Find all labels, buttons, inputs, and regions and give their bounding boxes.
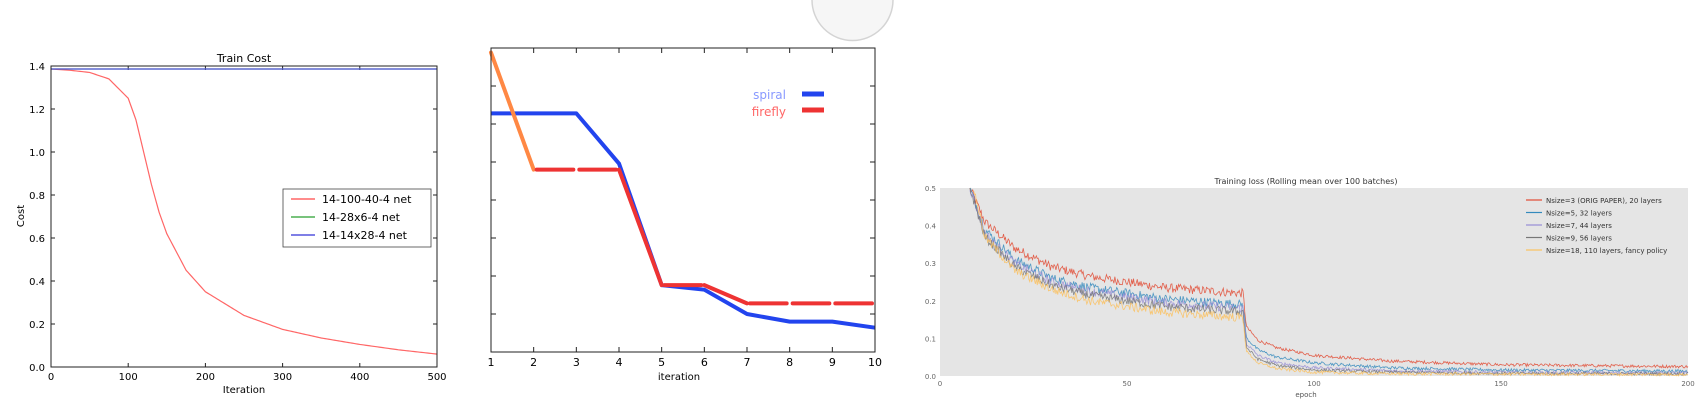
chart2-xtick-label: 7 [744, 356, 751, 369]
chart1-xtick-label: 200 [196, 372, 215, 383]
chart1-ylabel: Cost [16, 205, 27, 227]
legend-label-14-14x28-4: 14-14x28-4 net [322, 229, 408, 242]
chart3-xlabel: epoch [1295, 391, 1316, 399]
chart1-ytick-label: 1.0 [29, 148, 45, 159]
chart3-xtick-label: 0 [938, 380, 942, 388]
chart1-xtick-label: 0 [48, 372, 54, 383]
chart3-ytick-label: 0.3 [925, 260, 936, 268]
chart2-legend: spiral firefly [752, 88, 824, 119]
chart3-series-nsize-18-110-layers-fancy-policy [973, 190, 1689, 377]
chart2-xtick-label: 8 [786, 356, 793, 369]
chart3-ytick-label: 0.4 [925, 223, 937, 231]
chart1-xtick-label: 100 [119, 372, 138, 383]
chart3-ytick-label: 0.1 [925, 335, 936, 343]
chart3-legend: Nsize=3 (ORIG PAPER), 20 layers Nsize=5, … [1526, 197, 1667, 255]
chart3-xtick-label: 100 [1307, 380, 1320, 388]
chart1-xtick-label: 500 [427, 372, 446, 383]
chart2-series-firefly-segment [489, 50, 536, 172]
chart3-xtick-label: 200 [1681, 380, 1694, 388]
chart1-xtick-label: 300 [273, 372, 292, 383]
chart1-ytick-label: 0.2 [29, 320, 45, 331]
chart1-ytick-label: 0.6 [29, 234, 45, 245]
chart1-frame [50, 65, 438, 368]
training-loss-chart: Training loss (Rolling mean over 100 bat… [925, 177, 1695, 399]
chart3-ytick-label: 0.0 [925, 373, 936, 381]
chart1-ytick-label: 0.4 [29, 277, 45, 288]
chart3-xtick-label: 150 [1494, 380, 1507, 388]
train-cost-chart: Train Cost Cost Iteration 0 100 200 300 400 5… [16, 52, 447, 396]
legend-label-spiral: spiral [753, 88, 786, 102]
chart1-ytick-label: 1.2 [29, 105, 45, 116]
chart2-xtick-label: 5 [658, 356, 665, 369]
chart2-frame [490, 47, 876, 353]
chart1-title: Train Cost [216, 52, 272, 65]
chart3-legend-label-nsize-5-32-layers: Nsize=5, 32 layers [1546, 210, 1612, 218]
chart3-xtick-label: 50 [1123, 380, 1132, 388]
chart3-title: Training loss (Rolling mean over 100 bat… [1214, 177, 1398, 186]
chart2-series-firefly-segment [702, 283, 749, 306]
legend-label-14-28x6-4: 14-28x6-4 net [322, 211, 401, 224]
chart3-series-nsize-9-56-layers [969, 187, 1689, 377]
chart1-ytick-label: 1.4 [29, 62, 45, 73]
chart2-xlabel: iteration [658, 372, 700, 383]
legend-label-14-100-40-4: 14-100-40-4 net [322, 193, 412, 206]
chart3-legend-label-nsize-3-orig-paper-20-layers: Nsize=3 (ORIG PAPER), 20 layers [1546, 197, 1662, 205]
chart2-xtick-label: 3 [573, 356, 580, 369]
decorative-arc [811, 0, 894, 42]
chart1-legend: 14-100-40-4 net 14-28x6-4 net 14-14x28-4… [282, 188, 432, 248]
legend-label-firefly: firefly [752, 105, 786, 119]
chart3-series-nsize-3-orig-paper-20-layers [969, 187, 1689, 369]
chart2-xtick-label: 2 [530, 356, 537, 369]
chart2-xtick-label: 6 [701, 356, 708, 369]
chart2-xtick-label: 10 [868, 356, 882, 369]
chart1-series-14-100-40-4-net [50, 68, 438, 355]
chart2-xtick-label: 1 [488, 356, 495, 369]
chart1-xlabel: Iteration [223, 385, 265, 396]
spiral-firefly-chart: iteration 1 2 3 4 5 6 7 8 9 10 spiral firefly [488, 47, 882, 383]
chart3-ytick-label: 0.2 [925, 298, 936, 306]
chart3-legend-label-nsize-9-56-layers: Nsize=9, 56 layers [1546, 235, 1612, 243]
chart3-legend-label-nsize-18-110-layers-fancy-policy: Nsize=18, 110 layers, fancy policy [1546, 247, 1667, 255]
chart3-legend-label-nsize-7-44-layers: Nsize=7, 44 layers [1546, 222, 1612, 230]
chart1-ytick-label: 0.8 [29, 191, 45, 202]
chart2-series-firefly-segment [617, 167, 664, 288]
chart1-ytick-label: 0.0 [29, 363, 45, 374]
chart3-ytick-label: 0.5 [925, 185, 936, 193]
chart2-series-spiral [491, 111, 876, 330]
chart2-xtick-label: 9 [829, 356, 836, 369]
chart1-xtick-label: 400 [350, 372, 369, 383]
chart2-xtick-label: 4 [616, 356, 623, 369]
